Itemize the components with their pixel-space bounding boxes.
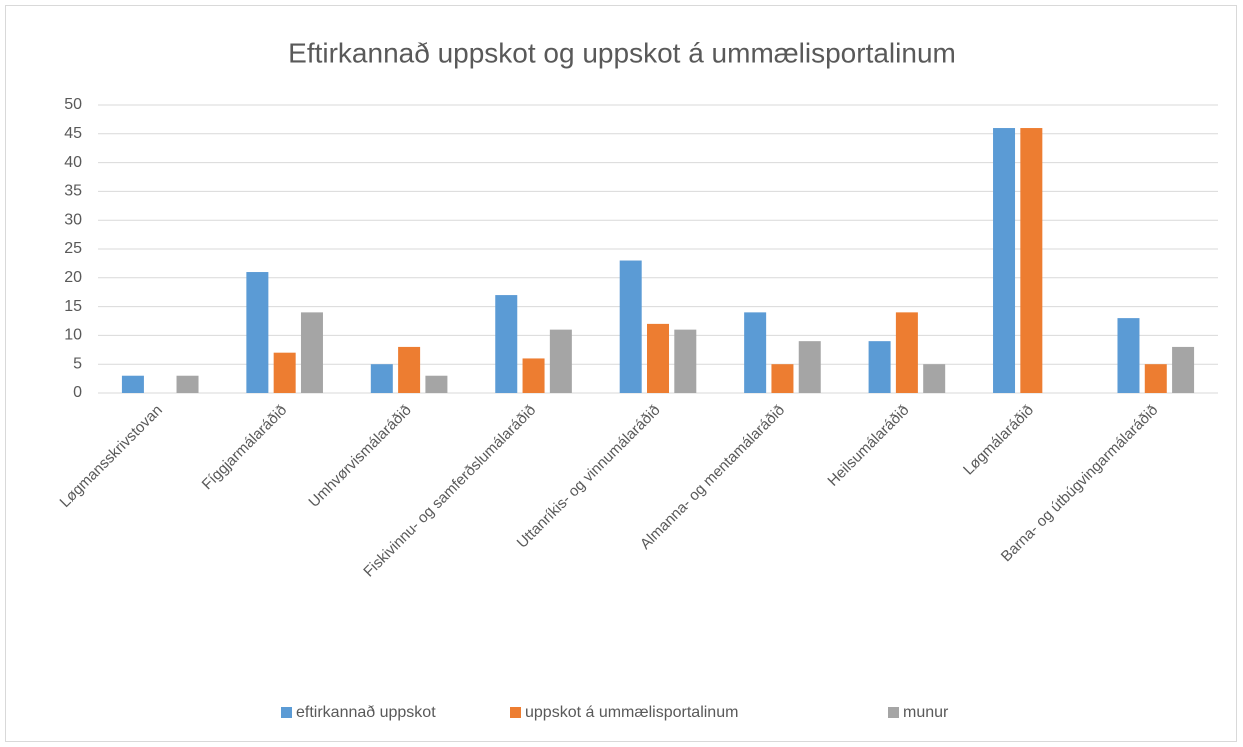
- bar: [744, 312, 767, 393]
- bar: [549, 329, 572, 393]
- y-tick-label: 40: [64, 154, 82, 171]
- bar: [619, 260, 642, 393]
- y-tick-label: 10: [64, 327, 82, 344]
- y-tick-label: 35: [64, 183, 82, 200]
- bar: [1117, 318, 1140, 393]
- bar: [868, 341, 891, 393]
- bar: [923, 364, 946, 393]
- bar: [647, 323, 669, 393]
- y-tick-label: 5: [73, 355, 82, 372]
- legend-swatch: [510, 707, 521, 718]
- y-tick-label: 30: [64, 211, 82, 228]
- y-tick-label: 0: [73, 384, 82, 401]
- bar: [121, 375, 144, 393]
- bar: [1172, 346, 1195, 393]
- y-tick-label: 25: [64, 240, 82, 257]
- bar: [1144, 364, 1167, 393]
- bar: [522, 358, 545, 393]
- legend-label: munur: [903, 704, 949, 721]
- bar: [674, 329, 697, 393]
- bar: [495, 295, 518, 393]
- legend-label: uppskot á ummælisportalinum: [525, 704, 738, 721]
- bar: [425, 375, 448, 393]
- bar: [1020, 128, 1043, 394]
- bar: [798, 341, 821, 393]
- bar: [273, 352, 296, 393]
- bar: [993, 128, 1016, 394]
- y-tick-label: 15: [64, 298, 82, 315]
- legend-label: eftirkannað uppskot: [296, 704, 436, 721]
- legend-swatch: [281, 707, 292, 718]
- y-tick-label: 50: [64, 96, 82, 113]
- bar: [771, 364, 794, 393]
- bar: [398, 346, 421, 393]
- legend-swatch: [888, 707, 899, 718]
- bar: [246, 272, 269, 393]
- bar: [370, 364, 393, 393]
- y-tick-label: 45: [64, 125, 82, 142]
- bar: [176, 375, 199, 393]
- chart-title: Eftirkannað uppskot og uppskot á ummælis…: [288, 37, 956, 68]
- bar: [300, 312, 323, 393]
- y-tick-label: 20: [64, 269, 82, 286]
- bar: [895, 312, 918, 393]
